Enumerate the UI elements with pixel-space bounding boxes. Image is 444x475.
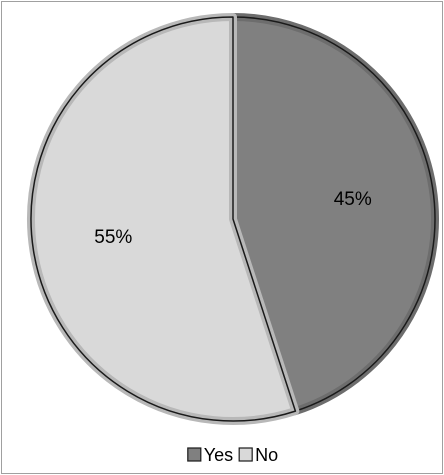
- pie: [27, 13, 439, 425]
- pie-slice-outline: [30, 16, 297, 422]
- legend-label: No: [255, 445, 278, 465]
- pie-slice-outline: [232, 16, 436, 412]
- legend-item: No: [238, 445, 278, 465]
- legend-swatch: [238, 447, 253, 462]
- legend-item: Yes: [187, 445, 233, 465]
- data-label: 55%: [94, 227, 132, 248]
- data-label: 45%: [334, 189, 372, 210]
- legend-swatch: [187, 447, 202, 462]
- data-labels: 45% 55%: [94, 189, 372, 248]
- legend: Yes No: [187, 445, 278, 465]
- legend-label: Yes: [204, 445, 233, 465]
